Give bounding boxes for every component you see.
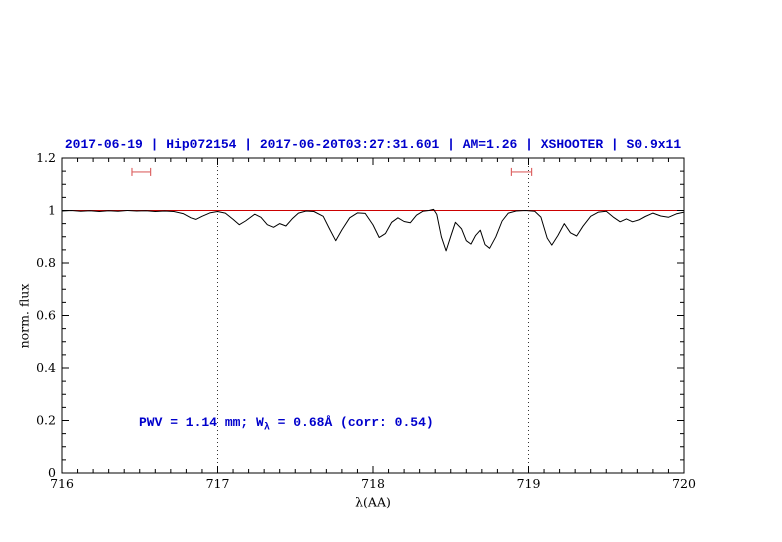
y-tick-label: 0.8: [36, 255, 56, 270]
spectrum-line: [61, 208, 685, 252]
x-tick-label: 720: [672, 476, 696, 491]
x-tick-label: 717: [206, 476, 230, 491]
plot-title: 2017-06-19 | Hip072154 | 2017-06-20T03:2…: [64, 137, 682, 152]
wlambda-subscript: λ: [263, 422, 270, 434]
y-tick-label: 0.6: [36, 308, 56, 323]
x-tick-label: 716: [50, 476, 74, 491]
pwv-text-suffix: = 0.68Å (corr: 0.54): [269, 415, 434, 430]
y-tick-label: 0.2: [36, 413, 56, 428]
x-tick-label: 718: [361, 476, 385, 491]
y-tick-label: 0.4: [36, 360, 56, 375]
y-axis-label: norm. flux: [16, 283, 32, 349]
y-tick-label: 1: [48, 203, 56, 218]
y-tick-label: 1.2: [36, 150, 56, 165]
pwv-annotation: PWV = 1.14 mm; Wλ = 0.68Å (corr: 0.54): [139, 415, 434, 434]
x-axis-label: λ(AA): [355, 494, 391, 510]
x-tick-label: 719: [517, 476, 541, 491]
y-tick-label: 0: [48, 465, 56, 480]
pwv-text-prefix: PWV = 1.14 mm; W: [139, 415, 264, 430]
